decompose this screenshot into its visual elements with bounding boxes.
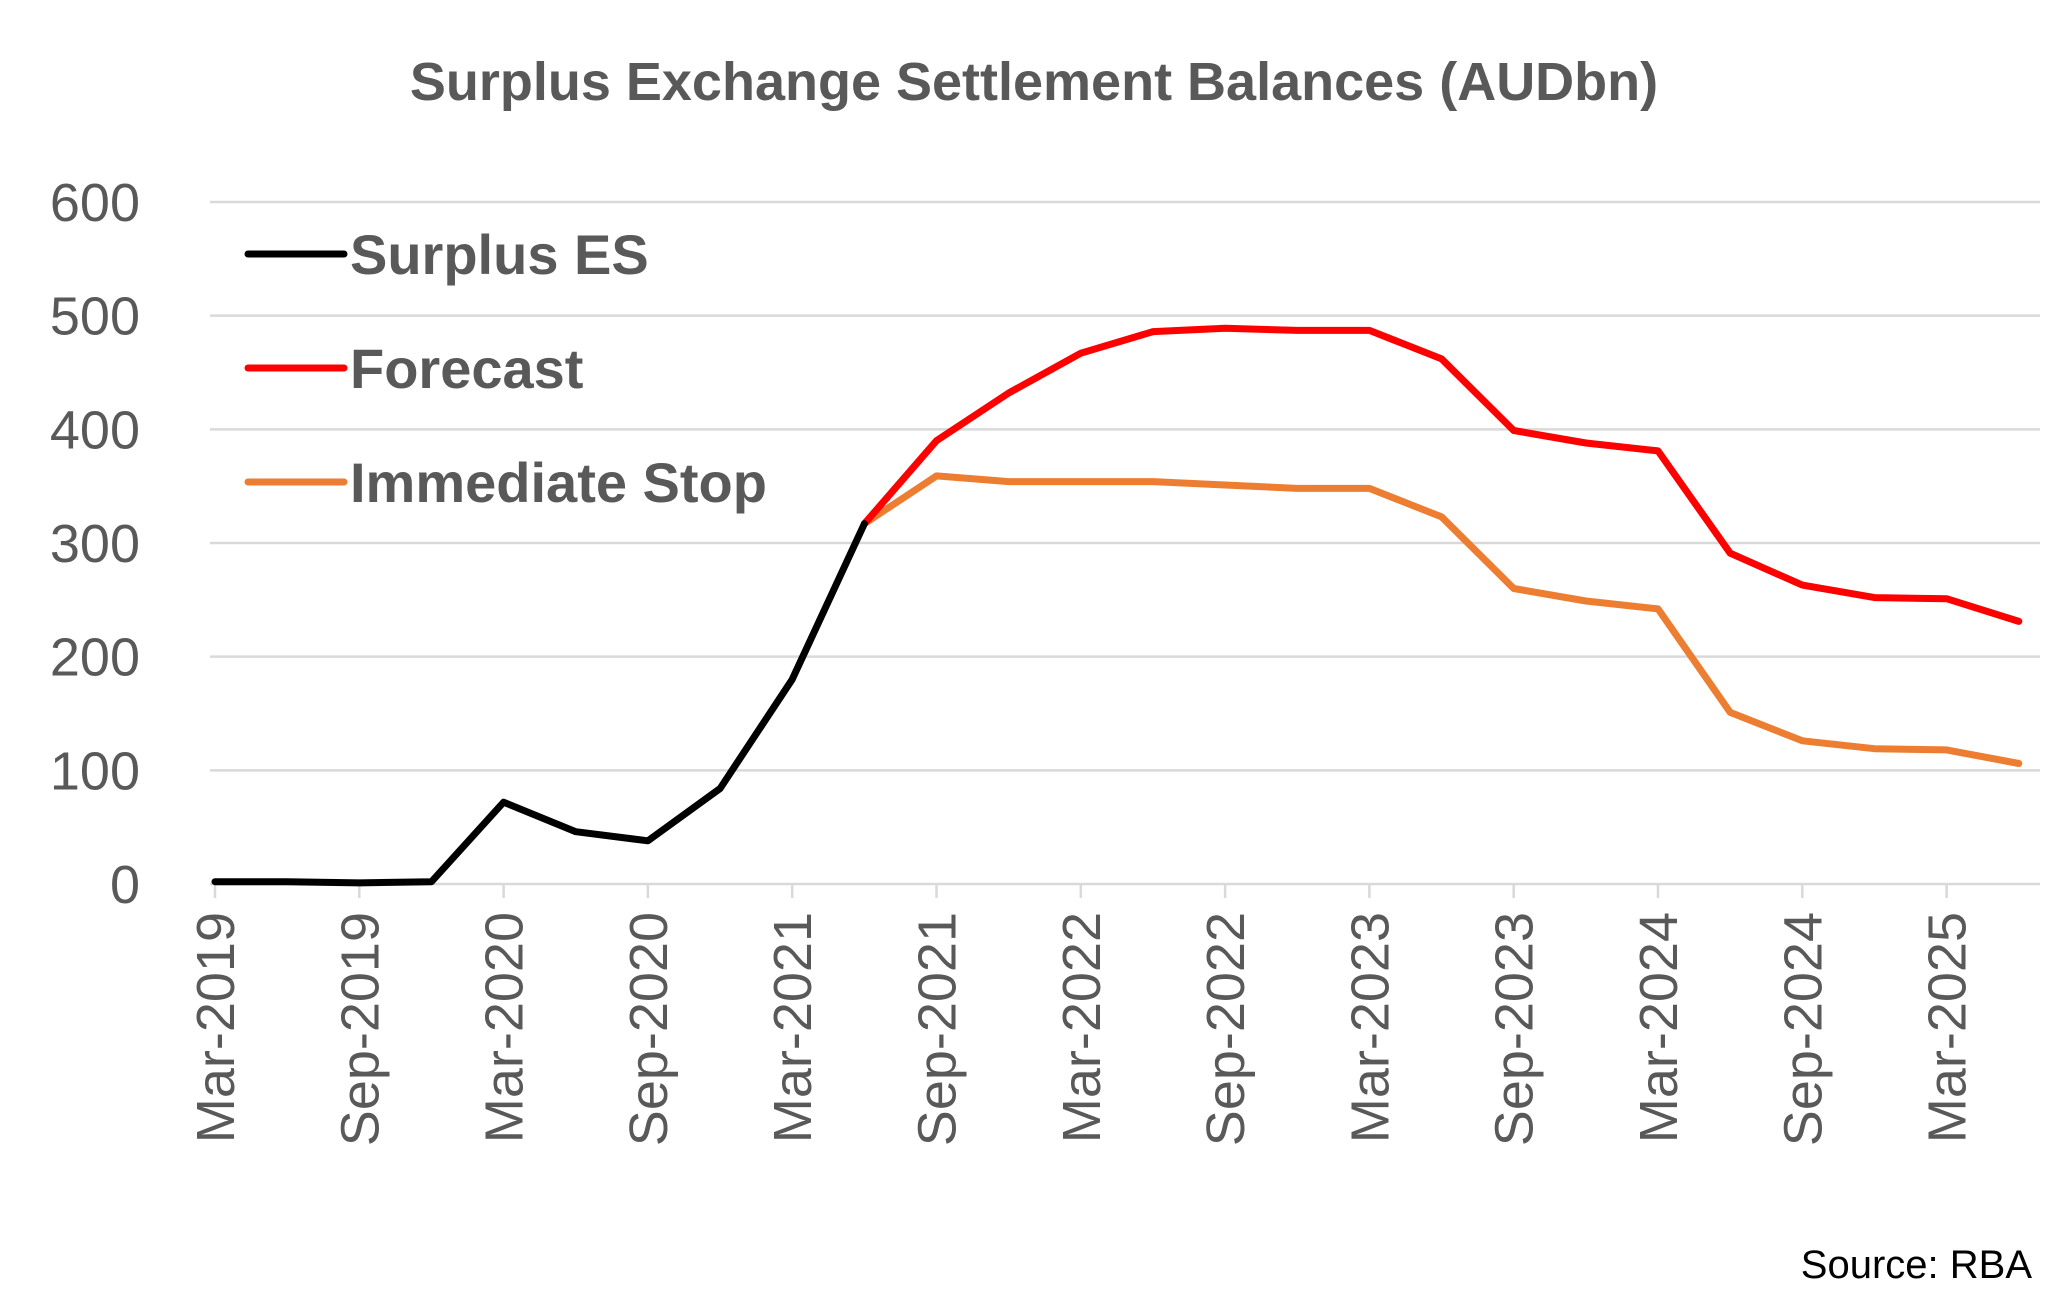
- x-tick-label-sep-2024: Sep-2024: [1773, 912, 1833, 1146]
- legend-label-forecast: Forecast: [350, 337, 583, 400]
- x-tick-label-mar-2020: Mar-2020: [475, 912, 535, 1143]
- x-tick-label-sep-2019: Sep-2019: [330, 912, 390, 1146]
- source-note: Source: RBA: [1801, 1243, 2033, 1287]
- x-tick-label-sep-2022: Sep-2022: [1196, 912, 1256, 1146]
- x-tick-label-mar-2022: Mar-2022: [1052, 912, 1112, 1143]
- legend-label-immediate-stop: Immediate Stop: [350, 451, 767, 514]
- y-axis-tick-labels: 0 100 200 300 400 500 600: [50, 173, 140, 915]
- y-tick-label-100: 100: [50, 741, 140, 801]
- x-axis: Mar-2019 Sep-2019 Mar-2020 Sep-2020 Mar-2021…: [186, 882, 2040, 1146]
- series-lines: [211, 324, 2023, 887]
- y-tick-label-0: 0: [110, 855, 140, 915]
- x-tick-label-sep-2021: Sep-2021: [908, 912, 968, 1146]
- y-tick-label-300: 300: [50, 514, 140, 574]
- x-tick-label-sep-2023: Sep-2023: [1485, 912, 1545, 1146]
- x-tick-label-mar-2024: Mar-2024: [1629, 912, 1689, 1143]
- series-line-forecast: [860, 324, 2023, 625]
- x-tick-label-mar-2021: Mar-2021: [763, 912, 823, 1143]
- legend: Surplus ES Forecast Immediate Stop: [244, 223, 767, 514]
- series-line-immediate-stop: [860, 472, 2023, 767]
- x-tick-label-mar-2025: Mar-2025: [1918, 912, 1978, 1143]
- gridlines: [210, 200, 2040, 772]
- x-tick-label-sep-2020: Sep-2020: [619, 912, 679, 1146]
- y-tick-label-500: 500: [50, 287, 140, 347]
- series-line-surplus-es: [211, 520, 868, 887]
- y-tick-label-200: 200: [50, 628, 140, 688]
- x-tick-label-mar-2023: Mar-2023: [1340, 912, 1400, 1143]
- y-tick-label-600: 600: [50, 173, 140, 233]
- y-tick-label-400: 400: [50, 400, 140, 460]
- x-tick-label-mar-2019: Mar-2019: [186, 912, 246, 1143]
- legend-label-surplus-es: Surplus ES: [350, 223, 649, 286]
- chart-title: Surplus Exchange Settlement Balances (AU…: [410, 52, 1658, 112]
